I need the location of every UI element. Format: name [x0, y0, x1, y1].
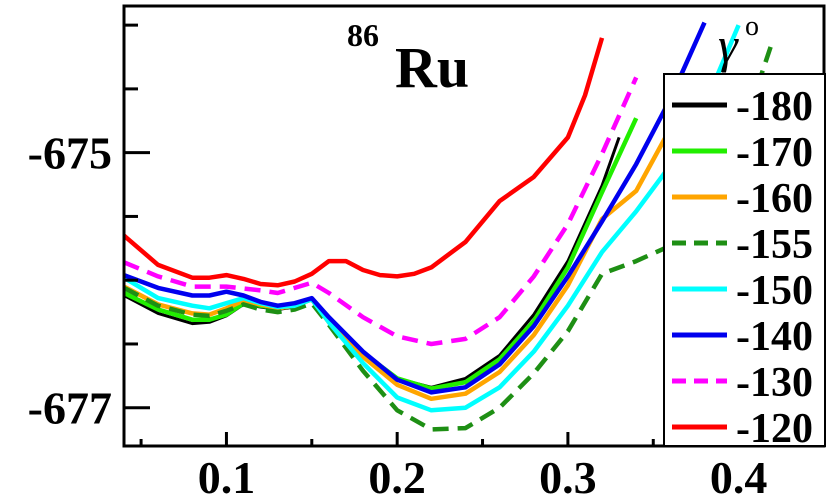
y-axis-ticks: -675 -677 [28, 23, 150, 434]
x-tick-label: 0.4 [710, 452, 768, 501]
title-superscript: 86 [347, 17, 379, 53]
x-tick-label: 0.2 [368, 452, 426, 501]
legend-label: -170 [736, 130, 813, 176]
chart-title: Ru [395, 35, 469, 100]
series-line-minus-130 [124, 76, 639, 347]
legend-label: -140 [736, 314, 813, 360]
series-layer [124, 21, 775, 432]
legend-label: -150 [736, 268, 813, 314]
legend-label: -120 [736, 406, 813, 452]
legend-label: -130 [736, 360, 813, 406]
legend-title-superscript: o [745, 11, 759, 42]
series-line-minus-150 [124, 24, 741, 413]
x-tick-label: 0.3 [539, 452, 597, 501]
series-line-minus-140 [124, 21, 707, 395]
series-line-minus-160 [124, 127, 673, 402]
x-axis-ticks: 0.1 0.2 0.3 0.4 [139, 432, 826, 501]
legend-label: -160 [736, 176, 813, 222]
series-line-minus-155 [124, 39, 775, 432]
series-line-minus-120 [124, 37, 605, 288]
legend-title: γ [718, 17, 739, 73]
legend: -180-170-160-155-150-140-130-120 [672, 84, 813, 452]
legend-label: -155 [736, 222, 813, 268]
x-tick-label: 0.1 [198, 452, 256, 501]
legend-label: -180 [736, 84, 813, 130]
y-tick-label: -677 [28, 383, 112, 434]
series-line-minus-170 [124, 117, 639, 391]
legend-box [663, 73, 826, 447]
y-tick-label: -675 [28, 128, 112, 179]
